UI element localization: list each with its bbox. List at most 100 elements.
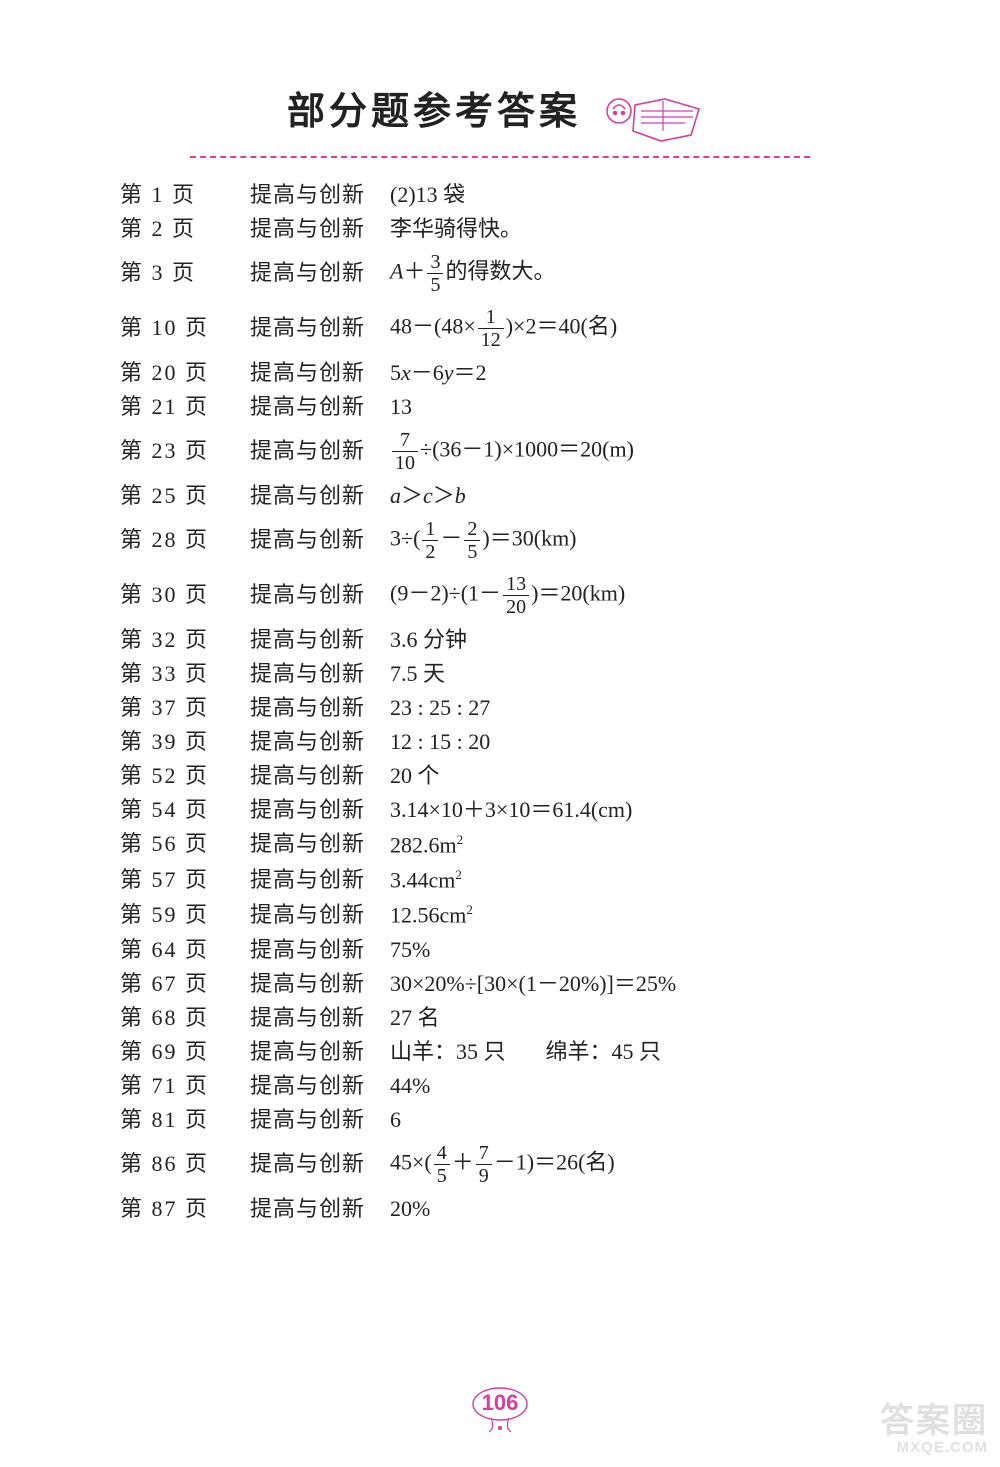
page-ref: 第 25 页 — [120, 485, 250, 507]
section-label: 提高与创新 — [250, 262, 390, 284]
answer-row: 第 25 页提高与创新a＞c＞b — [120, 479, 880, 513]
section-label: 提高与创新 — [250, 485, 390, 507]
answer-text: 3÷(12－25)＝30(km) — [390, 519, 880, 562]
section-label: 提高与创新 — [250, 1109, 390, 1131]
page-ref: 第 28 页 — [120, 529, 250, 551]
watermark-sub: MXQE.COM — [880, 1440, 988, 1455]
page-ref: 第 64 页 — [120, 939, 250, 961]
answer-text: 44% — [390, 1075, 880, 1097]
answer-text: 282.6m2 — [390, 833, 880, 856]
answer-row: 第 59 页提高与创新12.56cm2 — [120, 897, 880, 932]
page-ref: 第 71 页 — [120, 1075, 250, 1097]
answer-text: 27 名 — [390, 1007, 880, 1029]
title-decoration-icon — [593, 91, 713, 150]
answer-text: 710÷(36－1)×1000＝20(m) — [390, 430, 880, 473]
page-number-badge: 106 — [467, 1384, 533, 1434]
section-label: 提高与创新 — [250, 362, 390, 384]
section-label: 提高与创新 — [250, 904, 390, 926]
page-title: 部分题参考答案 — [287, 80, 581, 135]
answer-row: 第 56 页提高与创新282.6m2 — [120, 827, 880, 862]
page-container: 部分题参考答案 第 1 页提高与创新(2)13 袋第 2 页提高与创新李华骑得快… — [0, 0, 1000, 1266]
answer-row: 第 2 页提高与创新李华骑得快。 — [120, 212, 880, 246]
answer-text: 20 个 — [390, 765, 880, 787]
page-ref: 第 56 页 — [120, 833, 250, 855]
section-label: 提高与创新 — [250, 731, 390, 753]
answer-text: 23 : 25 : 27 — [390, 697, 880, 719]
page-ref: 第 67 页 — [120, 973, 250, 995]
answer-text: a＞c＞b — [390, 485, 880, 507]
answer-row: 第 28 页提高与创新3÷(12－25)＝30(km) — [120, 513, 880, 568]
section-label: 提高与创新 — [250, 529, 390, 551]
answer-row: 第 54 页提高与创新3.14×10＋3×10＝61.4(cm) — [120, 793, 880, 827]
answer-text: 75% — [390, 939, 880, 961]
answer-text: 13 — [390, 396, 880, 418]
section-label: 提高与创新 — [250, 765, 390, 787]
page-ref: 第 3 页 — [120, 262, 250, 284]
answer-row: 第 23 页提高与创新710÷(36－1)×1000＝20(m) — [120, 424, 880, 479]
section-label: 提高与创新 — [250, 1153, 390, 1175]
answer-text: 7.5 天 — [390, 663, 880, 685]
answer-row: 第 81 页提高与创新6 — [120, 1103, 880, 1137]
section-label: 提高与创新 — [250, 584, 390, 606]
page-ref: 第 39 页 — [120, 731, 250, 753]
section-label: 提高与创新 — [250, 799, 390, 821]
page-ref: 第 69 页 — [120, 1041, 250, 1063]
answer-row: 第 64 页提高与创新75% — [120, 933, 880, 967]
page-ref: 第 32 页 — [120, 629, 250, 651]
section-label: 提高与创新 — [250, 663, 390, 685]
section-label: 提高与创新 — [250, 697, 390, 719]
answer-text: 48－(48×112)×2＝40(名) — [390, 307, 880, 350]
answer-text: 45×(45＋79－1)＝26(名) — [390, 1143, 880, 1186]
watermark: 答案圈 MXQE.COM — [880, 1404, 988, 1455]
page-ref: 第 23 页 — [120, 440, 250, 462]
page-ref: 第 87 页 — [120, 1198, 250, 1220]
section-label: 提高与创新 — [250, 1041, 390, 1063]
title-divider — [190, 156, 810, 158]
answer-text: 李华骑得快。 — [390, 218, 880, 240]
section-label: 提高与创新 — [250, 218, 390, 240]
answer-row: 第 3 页提高与创新A＋35的得数大。 — [120, 246, 880, 301]
answer-row: 第 52 页提高与创新20 个 — [120, 759, 880, 793]
answer-text: A＋35的得数大。 — [390, 252, 880, 295]
answer-text: 3.44cm2 — [390, 868, 880, 891]
section-label: 提高与创新 — [250, 869, 390, 891]
answer-text: (9－2)÷(1－1320)＝20(km) — [390, 574, 880, 617]
answer-row: 第 33 页提高与创新7.5 天 — [120, 657, 880, 691]
page-ref: 第 68 页 — [120, 1007, 250, 1029]
answer-row: 第 32 页提高与创新3.6 分钟 — [120, 623, 880, 657]
answer-text: 山羊：35 只绵羊：45 只 — [390, 1041, 880, 1063]
section-label: 提高与创新 — [250, 629, 390, 651]
answer-list: 第 1 页提高与创新(2)13 袋第 2 页提高与创新李华骑得快。第 3 页提高… — [120, 178, 880, 1226]
page-ref: 第 21 页 — [120, 396, 250, 418]
section-label: 提高与创新 — [250, 440, 390, 462]
watermark-main: 答案圈 — [880, 1402, 988, 1440]
page-ref: 第 1 页 — [120, 184, 250, 206]
page-number: 106 — [467, 1390, 533, 1416]
answer-row: 第 69 页提高与创新山羊：35 只绵羊：45 只 — [120, 1035, 880, 1069]
section-label: 提高与创新 — [250, 1075, 390, 1097]
answer-row: 第 39 页提高与创新12 : 15 : 20 — [120, 725, 880, 759]
answer-row: 第 37 页提高与创新23 : 25 : 27 — [120, 691, 880, 725]
answer-row: 第 57 页提高与创新3.44cm2 — [120, 862, 880, 897]
answer-row: 第 20 页提高与创新5x－6y＝2 — [120, 356, 880, 390]
answer-text: 6 — [390, 1109, 880, 1131]
section-label: 提高与创新 — [250, 317, 390, 339]
page-number-block: 106 — [0, 1384, 1000, 1439]
page-ref: 第 20 页 — [120, 362, 250, 384]
section-label: 提高与创新 — [250, 973, 390, 995]
answer-text: 12 : 15 : 20 — [390, 731, 880, 753]
answer-row: 第 21 页提高与创新13 — [120, 390, 880, 424]
answer-row: 第 30 页提高与创新(9－2)÷(1－1320)＝20(km) — [120, 568, 880, 623]
page-ref: 第 81 页 — [120, 1109, 250, 1131]
section-label: 提高与创新 — [250, 1198, 390, 1220]
answer-row: 第 86 页提高与创新45×(45＋79－1)＝26(名) — [120, 1137, 880, 1192]
answer-row: 第 71 页提高与创新44% — [120, 1069, 880, 1103]
answer-text: 3.6 分钟 — [390, 629, 880, 651]
page-ref: 第 57 页 — [120, 869, 250, 891]
answer-text: 20% — [390, 1198, 880, 1220]
page-ref: 第 37 页 — [120, 697, 250, 719]
title-block: 部分题参考答案 — [120, 80, 880, 158]
answer-text: 3.14×10＋3×10＝61.4(cm) — [390, 799, 880, 821]
answer-row: 第 87 页提高与创新20% — [120, 1192, 880, 1226]
page-ref: 第 33 页 — [120, 663, 250, 685]
